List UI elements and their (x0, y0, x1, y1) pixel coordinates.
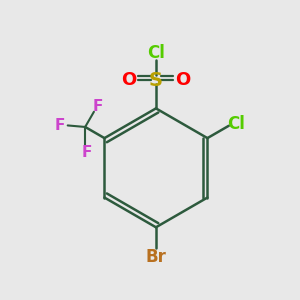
Text: Cl: Cl (147, 44, 165, 62)
Text: F: F (93, 99, 104, 114)
Text: F: F (54, 118, 64, 133)
Text: Cl: Cl (227, 115, 245, 133)
Text: Br: Br (146, 248, 167, 266)
Text: O: O (175, 71, 190, 89)
Text: O: O (122, 71, 137, 89)
Text: F: F (82, 145, 92, 160)
Text: S: S (149, 71, 163, 90)
